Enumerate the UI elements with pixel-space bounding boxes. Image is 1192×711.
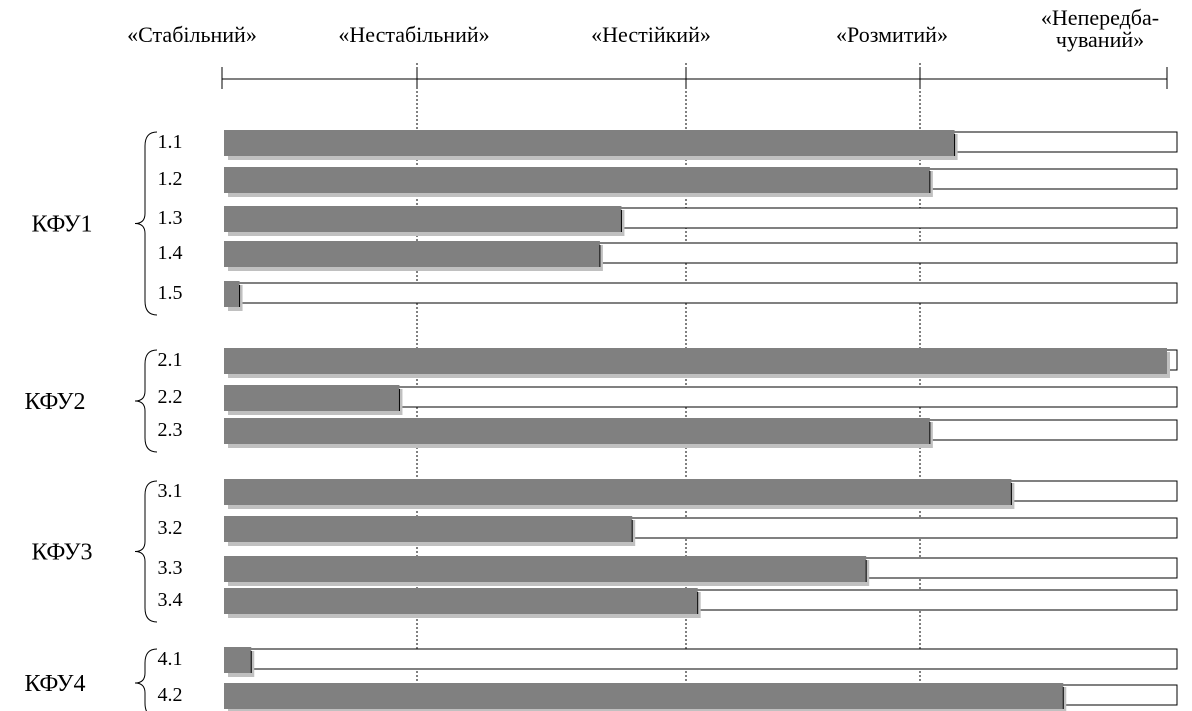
scale-label-4: «Непередба-чуваний» (1041, 5, 1159, 52)
bars (224, 130, 1178, 711)
bar-1.5 (224, 281, 240, 307)
bar-remainder-1.5 (224, 282, 1178, 304)
scale-axis (221, 67, 1168, 89)
bar-3.3 (224, 556, 867, 582)
row-label-1.1: 1.1 (158, 131, 183, 153)
scale-label-3: «Розмитий» (836, 22, 948, 47)
row-label-2.3: 2.3 (158, 419, 183, 441)
row-label-3.4: 3.4 (158, 589, 183, 611)
row-label-1.3: 1.3 (158, 207, 183, 229)
group-brace-4 (134, 648, 158, 711)
bar-1.4 (224, 241, 600, 267)
row-label-3.1: 3.1 (158, 480, 183, 502)
row-label-1.2: 1.2 (158, 168, 183, 190)
row-label-2.2: 2.2 (158, 386, 183, 408)
bar-remainder-4.1 (224, 648, 1178, 670)
bar-3.2 (224, 516, 633, 542)
bar-4.2 (224, 683, 1064, 709)
scale-label-1: «Нестабільний» (338, 22, 489, 47)
labels: «Стабільний» «Нестабільний» «Нестійкий» «Ро… (24, 5, 1159, 711)
bar-3.4 (224, 588, 698, 614)
scale-label-0: «Стабільний» (127, 22, 257, 47)
bar-2.2 (224, 385, 400, 411)
row-label-1.4: 1.4 (158, 242, 183, 264)
group-brace-2 (134, 349, 158, 453)
row-label-1.5: 1.5 (158, 282, 183, 304)
bar-3.1 (224, 479, 1012, 505)
group-label-1: КФУ1 (31, 212, 92, 238)
group-label-4: КФУ4 (24, 671, 85, 697)
group-label-3: КФУ3 (31, 540, 92, 566)
bar-4.1 (224, 647, 252, 673)
scale-label-2: «Нестійкий» (591, 22, 711, 47)
bar-2.1 (224, 348, 1167, 374)
bar-1.3 (224, 206, 622, 232)
bar-2.3 (224, 418, 930, 444)
bar-1.1 (224, 130, 955, 156)
row-label-3.2: 3.2 (158, 517, 183, 539)
group-label-2: КФУ2 (24, 389, 85, 415)
row-label-3.3: 3.3 (158, 557, 183, 579)
row-label-2.1: 2.1 (158, 349, 183, 371)
bar-1.2 (224, 167, 930, 193)
group-brace-3 (134, 480, 158, 623)
row-label-4.2: 4.2 (158, 684, 183, 706)
row-label-4.1: 4.1 (158, 648, 183, 670)
group-brace-1 (134, 131, 158, 316)
